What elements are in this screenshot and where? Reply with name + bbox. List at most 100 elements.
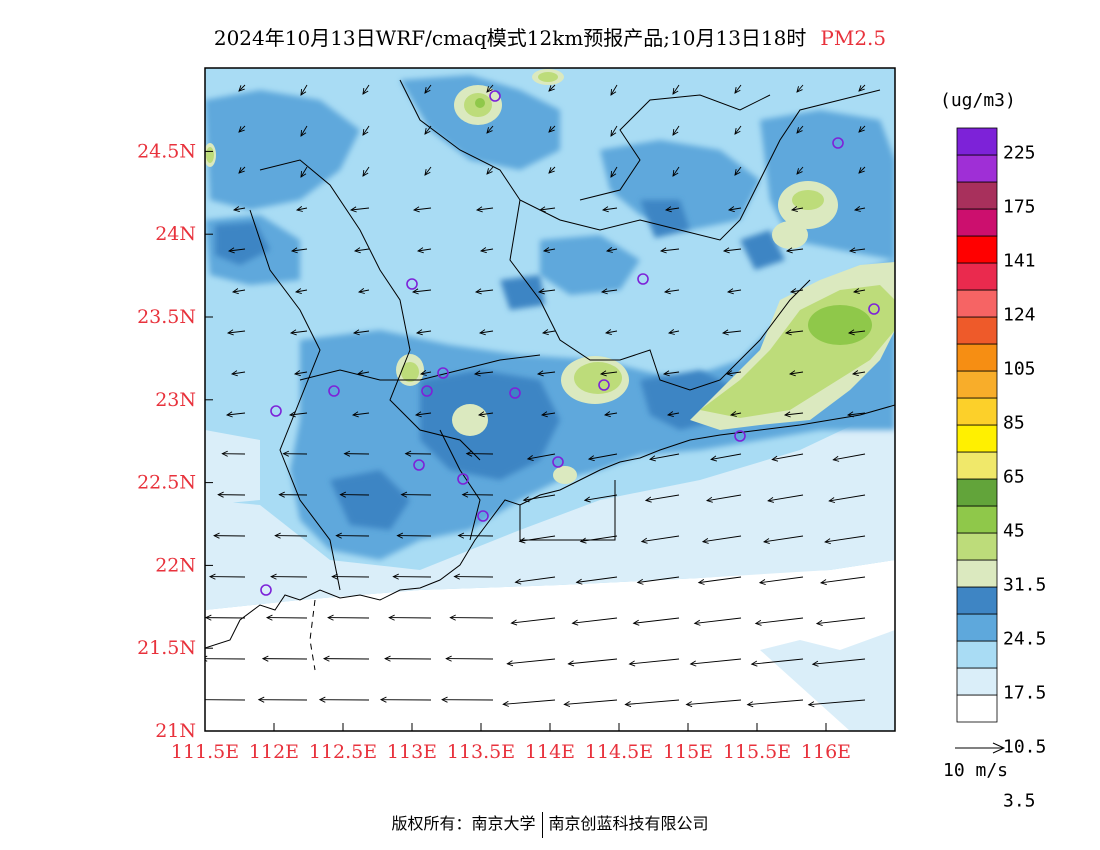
legend-swatch <box>956 667 998 696</box>
wind-arrowhead <box>796 168 803 175</box>
wind-arrowhead <box>571 619 579 626</box>
chart-title: 2024年10月13日WRF/cmaq模式12km预报产品;10月13日18时 P… <box>0 22 1100 51</box>
wind-arrow <box>610 84 618 96</box>
wind-arrow <box>734 166 742 176</box>
wind-arrow <box>768 494 804 502</box>
x-tick-label: 111.5E <box>171 741 239 763</box>
coastline <box>205 404 895 649</box>
legend-swatch <box>956 235 998 264</box>
wind-arrowhead <box>666 411 674 418</box>
legend-swatch <box>956 694 998 723</box>
legend-swatch <box>956 532 998 561</box>
wind-arrow <box>645 494 680 501</box>
wind-arrowhead <box>357 288 365 294</box>
monitoring-stations <box>260 90 880 596</box>
wind-arrowhead <box>474 288 482 295</box>
wind-arrow <box>791 207 804 211</box>
wind-arrow <box>706 494 742 502</box>
y-tick-label: 23N <box>155 389 196 411</box>
y-tick-label: 24.5N <box>137 140 196 162</box>
wind-arrow <box>853 289 866 293</box>
wind-arrow <box>726 371 742 375</box>
station-marker <box>437 367 449 379</box>
wind-arrowhead <box>575 578 583 585</box>
wind-arrowhead <box>605 247 613 253</box>
x-tick-label: 115.5E <box>723 741 791 763</box>
wind-arrowhead <box>697 578 705 585</box>
wind-arrow <box>291 248 308 252</box>
wind-arrowhead <box>335 532 342 539</box>
wind-arrow <box>417 248 432 252</box>
wind-arrow <box>847 412 866 416</box>
wind-arrowhead <box>300 170 307 178</box>
wind-vectors <box>198 84 866 708</box>
wind-arrowhead <box>295 206 303 212</box>
station-marker <box>413 459 425 471</box>
wind-arrowhead <box>486 127 493 134</box>
station-marker <box>509 387 521 399</box>
wind-arrow <box>796 166 804 175</box>
wind-arrow <box>772 453 804 461</box>
wind-arrowhead <box>479 247 487 254</box>
province-boundary-3 <box>509 199 811 391</box>
wind-arrow <box>226 412 246 416</box>
wind-arrowhead <box>379 696 387 703</box>
wind-arrowhead <box>811 660 819 667</box>
wind-arrow <box>539 207 556 211</box>
wind-arrowhead <box>583 496 591 503</box>
wind-arrowhead <box>261 655 269 662</box>
wind-arrow <box>503 699 556 705</box>
wind-arrowhead <box>514 578 522 585</box>
wind-arrow <box>300 84 308 96</box>
y-tick-label: 23.5N <box>137 306 196 328</box>
wind-arrowhead <box>353 247 361 254</box>
wind-arrowhead <box>293 370 301 377</box>
wind-arrowhead <box>198 697 203 702</box>
wind-arrowhead <box>790 206 798 213</box>
wind-arrowhead <box>599 370 607 377</box>
wind-arrowhead <box>662 370 670 377</box>
wind-arrowhead <box>300 129 307 137</box>
wind-arrowhead <box>659 247 667 254</box>
wind-arrowhead <box>819 579 827 586</box>
field-se-light <box>760 630 895 731</box>
wind-arrow <box>784 412 804 416</box>
legend-label: 225 <box>1003 142 1036 164</box>
wind-arrowhead <box>265 614 273 621</box>
wind-arrowhead <box>445 655 452 662</box>
wind-arrowhead <box>339 491 347 498</box>
wind-arrowhead <box>227 247 235 254</box>
wind-arrow <box>584 494 618 501</box>
wind-arrow <box>672 125 680 136</box>
station-marker <box>477 510 489 522</box>
wind-arrowhead <box>587 455 595 462</box>
wind-arrowhead <box>351 411 359 418</box>
wind-arrow <box>486 125 494 134</box>
x-tick-label: 116E <box>801 741 851 763</box>
wind-arrow <box>858 84 866 92</box>
wind-arrow <box>413 207 432 211</box>
wind-arrowhead <box>796 127 803 134</box>
wind-arrow <box>352 412 370 416</box>
wind-arrowhead <box>848 247 856 254</box>
wind-arrowhead <box>548 126 555 133</box>
wind-arrow <box>486 84 494 93</box>
wind-arrowhead <box>689 660 697 667</box>
wind-arrowhead <box>706 496 713 503</box>
wind-arrow <box>711 453 742 460</box>
wind-arrowhead <box>721 329 729 336</box>
wind-arrowhead <box>667 329 675 335</box>
wind-arrowhead <box>404 450 412 457</box>
wind-arrowhead <box>536 370 544 377</box>
wind-arrowhead <box>754 619 762 626</box>
wind-arrow <box>543 248 556 252</box>
wind-arrowhead <box>853 206 861 212</box>
footer-right: 南京创蓝科技有限公司 <box>548 814 709 833</box>
legend-swatch <box>956 208 998 237</box>
station-marker <box>421 385 433 397</box>
wind-arrowhead <box>610 88 617 96</box>
wind-arrow <box>667 412 680 416</box>
wind-arrowhead <box>331 573 338 580</box>
legend-label: 10.5 <box>1003 736 1047 758</box>
wind-arrowhead <box>649 455 656 462</box>
